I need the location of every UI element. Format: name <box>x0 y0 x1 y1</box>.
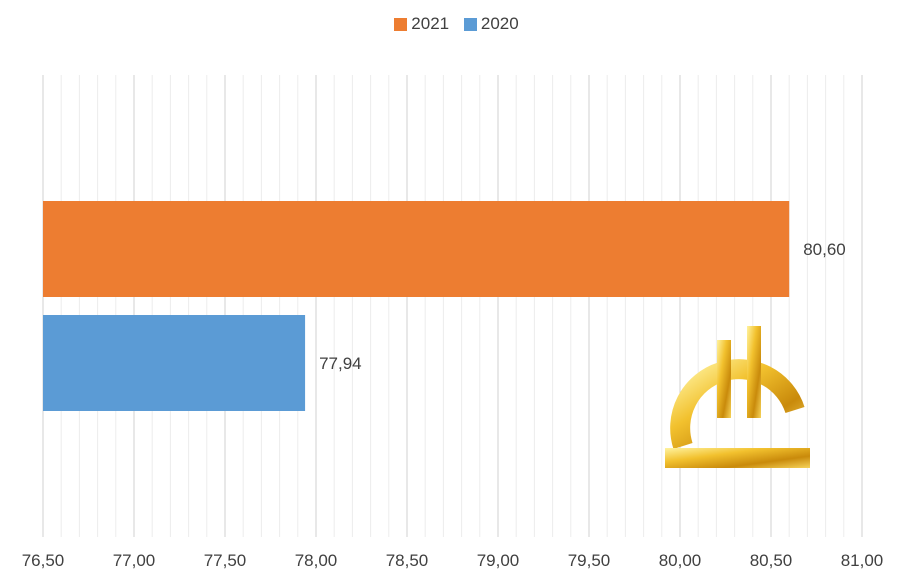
legend-label-2021: 2021 <box>411 14 450 33</box>
x-tick-label: 77,00 <box>113 551 156 570</box>
bar-2021 <box>43 201 790 297</box>
legend-swatch-2021 <box>394 17 408 31</box>
x-tick-label: 78,50 <box>386 551 429 570</box>
data-label-2020: 77,94 <box>319 354 362 373</box>
bars <box>43 201 790 411</box>
legend-swatch-2020 <box>463 17 477 31</box>
x-tick-label: 79,00 <box>477 551 520 570</box>
x-tick-label: 80,00 <box>659 551 702 570</box>
data-labels: 80,60 77,94 <box>319 240 846 373</box>
gridlines <box>42 75 863 537</box>
legend-item-2021: 2021 <box>394 14 449 34</box>
x-tick-label: 80,50 <box>750 551 793 570</box>
x-tick-label: 79,50 <box>568 551 611 570</box>
legend-label-2020: 2020 <box>480 14 519 33</box>
data-label-2021: 80,60 <box>803 240 846 259</box>
x-tick-label: 81,00 <box>841 551 884 570</box>
x-tick-label: 78,00 <box>295 551 338 570</box>
bar-2020 <box>43 315 306 411</box>
lari-currency-icon <box>665 326 810 468</box>
x-tick-label: 76,50 <box>22 551 65 570</box>
x-axis-ticks: 76,50 77,00 77,50 78,00 78,50 79,00 79,50 80,00… <box>22 551 884 570</box>
chart-legend: 2021 2020 <box>0 14 913 36</box>
legend-item-2020: 2020 <box>463 14 519 34</box>
x-tick-label: 77,50 <box>204 551 247 570</box>
